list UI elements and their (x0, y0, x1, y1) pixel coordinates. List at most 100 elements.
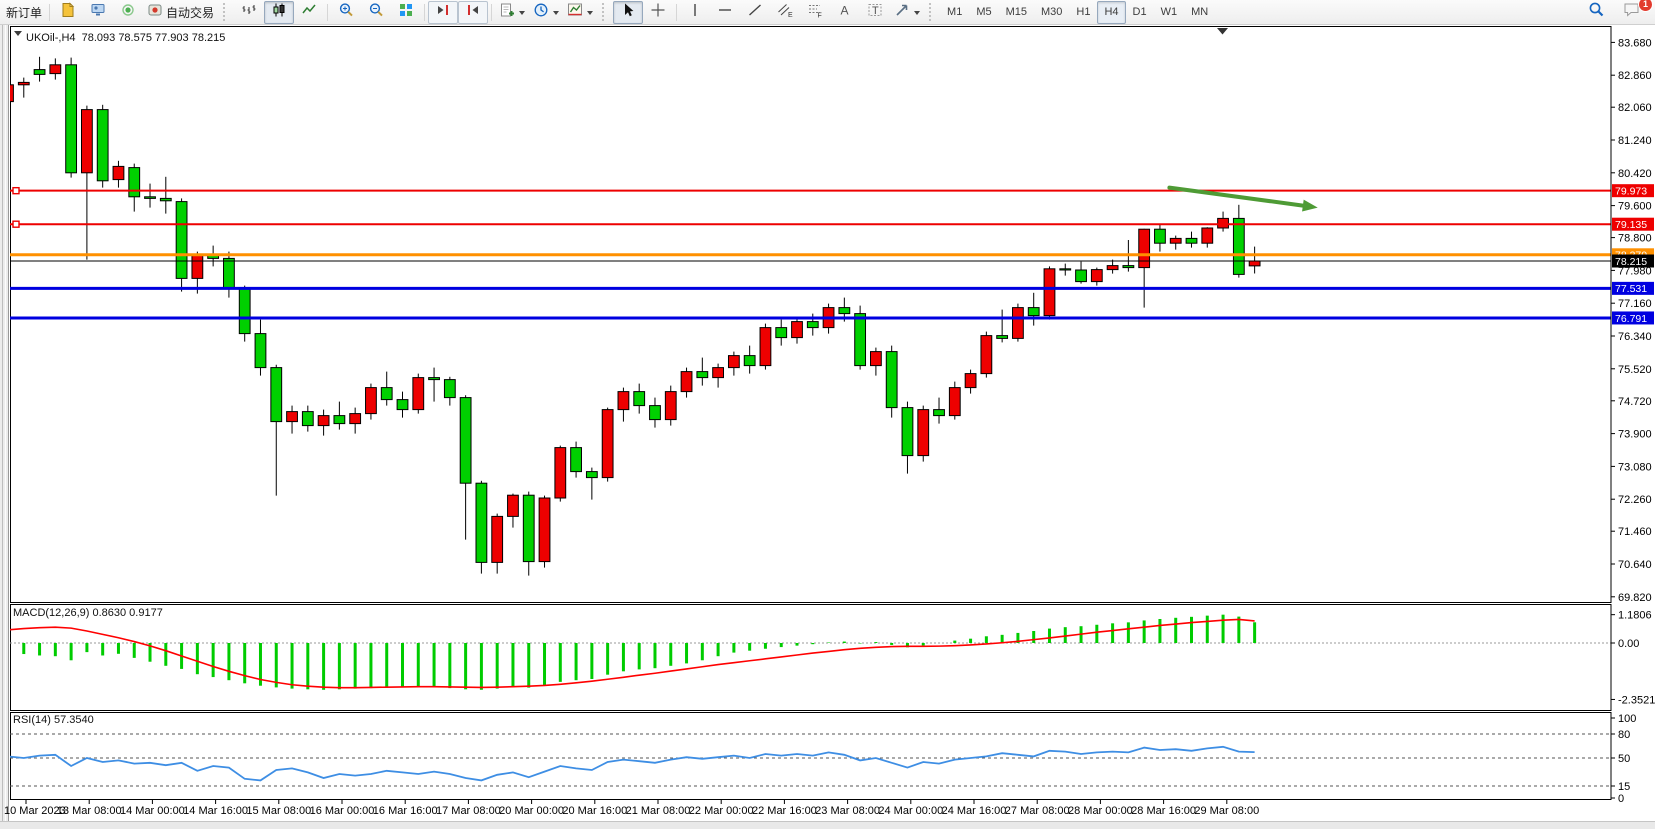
equidistant-channel-button[interactable]: E (770, 1, 800, 24)
svg-text:75.520: 75.520 (1618, 364, 1652, 376)
toolbar-separator (424, 3, 426, 21)
svg-text:79.600: 79.600 (1618, 201, 1652, 213)
svg-text:14 Mar 16:00: 14 Mar 16:00 (183, 805, 248, 817)
tile-windows-button[interactable] (391, 1, 421, 24)
text-label-button[interactable]: T (860, 1, 890, 24)
notification-badge: 1 (1639, 0, 1652, 11)
trendline-button[interactable] (740, 1, 770, 24)
collapse-arrow-icon[interactable] (14, 31, 22, 40)
svg-text:F: F (818, 12, 822, 18)
zoom-in-button[interactable] (331, 1, 361, 24)
svg-text:78.215: 78.215 (1615, 256, 1647, 268)
svg-text:29 Mar 08:00: 29 Mar 08:00 (1194, 805, 1259, 817)
new-chart-button[interactable] (495, 1, 529, 24)
svg-text:72.260: 72.260 (1618, 494, 1652, 506)
trendline-icon (747, 2, 763, 23)
timeframe-w1-button[interactable]: W1 (1160, 5, 1178, 18)
timeframe-h4-button[interactable]: H4 (1097, 0, 1126, 24)
line-chart-icon (301, 2, 317, 23)
bar-chart-icon (241, 2, 257, 23)
bottom-window-strip (0, 821, 1655, 829)
svg-text:79.135: 79.135 (1615, 219, 1647, 231)
svg-text:81.240: 81.240 (1618, 135, 1652, 147)
periods-clock-button[interactable] (529, 1, 563, 24)
fibonacci-button[interactable]: F (800, 1, 830, 24)
auto-trading-icon (147, 2, 163, 23)
indicators-icon (567, 2, 583, 23)
symbol-ohlc-text: UKOil-,H4 78.093 78.575 77.903 78.215 (26, 32, 226, 44)
search-button[interactable] (1581, 1, 1611, 24)
terminal-button[interactable] (83, 1, 113, 24)
timeframe-h1-button[interactable]: H1 (1076, 5, 1091, 18)
toolbar-separator (49, 3, 51, 21)
notifications-chat-button[interactable]: 1 (1617, 0, 1652, 24)
timeframe-mn-button[interactable]: MN (1191, 5, 1209, 18)
arrow-shape-icon (894, 2, 910, 23)
svg-text:83.680: 83.680 (1618, 37, 1652, 49)
svg-text:A: A (841, 3, 849, 17)
svg-text:69.820: 69.820 (1618, 592, 1652, 604)
svg-text:22 Mar 16:00: 22 Mar 16:00 (752, 805, 817, 817)
svg-text:73.080: 73.080 (1618, 461, 1652, 473)
svg-text:10 Mar 2023: 10 Mar 2023 (4, 805, 66, 817)
svg-text:50: 50 (1618, 753, 1630, 765)
indicators-button[interactable] (563, 1, 597, 24)
timeframe-m5-button[interactable]: M5 (976, 5, 992, 18)
chart-shift-button[interactable] (428, 0, 459, 24)
new-order-button[interactable]: 新订单 (2, 2, 46, 23)
cursor-icon (620, 2, 636, 23)
svg-text:23 Mar 08:00: 23 Mar 08:00 (815, 805, 880, 817)
horizontal-line-button[interactable] (710, 1, 740, 24)
text-a-icon: A (837, 2, 853, 23)
line-chart-button[interactable] (294, 1, 324, 24)
toolbar-drag-handle[interactable] (929, 3, 937, 21)
search-icon (1588, 1, 1605, 23)
timeframe-m30-button[interactable]: M30 (1041, 5, 1063, 18)
svg-text:E: E (788, 12, 793, 18)
auto-scroll-button[interactable] (458, 0, 489, 24)
svg-text:78.800: 78.800 (1618, 233, 1652, 245)
rsi-indicator-label: RSI(14) 57.3540 (13, 714, 94, 726)
new-order-label: 新订单 (6, 5, 43, 20)
svg-text:-2.3521: -2.3521 (1618, 694, 1655, 706)
terminal-icon (90, 2, 106, 23)
svg-text:79.973: 79.973 (1615, 185, 1647, 197)
vertical-line-button[interactable] (680, 1, 710, 24)
toolbar-drag-handle[interactable] (223, 3, 231, 21)
chat-bubble-icon (1623, 1, 1641, 23)
candlestick-chart-button[interactable] (264, 0, 295, 24)
timeframe-m15-button[interactable]: M15 (1005, 5, 1027, 18)
svg-text:24 Mar 16:00: 24 Mar 16:00 (942, 805, 1007, 817)
svg-text:80: 80 (1618, 729, 1630, 741)
svg-text:28 Mar 16:00: 28 Mar 16:00 (1131, 805, 1196, 817)
timeframe-d1-button[interactable]: D1 (1132, 5, 1147, 18)
svg-text:74.720: 74.720 (1618, 396, 1652, 408)
timeframe-m1-button[interactable]: M1 (947, 5, 963, 18)
dropdown-caret-icon (587, 10, 594, 18)
chart-symbol-title[interactable]: UKOil-,H4 78.093 78.575 77.903 78.215 (14, 31, 225, 44)
zoom-out-button[interactable] (361, 1, 391, 24)
svg-text:100: 100 (1618, 713, 1636, 725)
svg-text:15 Mar 08:00: 15 Mar 08:00 (246, 805, 311, 817)
macd-indicator-label: MACD(12,26,9) 0.8630 0.9177 (13, 607, 163, 619)
text-label-icon: T (867, 2, 883, 23)
cursor-button[interactable] (613, 0, 644, 24)
clock-icon (533, 2, 549, 23)
arrows-shapes-button[interactable] (890, 1, 924, 24)
vertical-line-icon (687, 2, 703, 23)
left-window-gutter (0, 25, 9, 829)
crosshair-button[interactable] (643, 1, 673, 24)
news-sonar-button[interactable] (113, 1, 143, 24)
dropdown-caret-icon (914, 10, 921, 18)
svg-text:22 Mar 00:00: 22 Mar 00:00 (689, 805, 754, 817)
svg-text:20 Mar 16:00: 20 Mar 16:00 (562, 805, 627, 817)
auto-trading-button[interactable]: 自动交易 (143, 1, 218, 24)
data-window-button[interactable] (53, 1, 83, 24)
bar-chart-button[interactable] (234, 1, 264, 24)
toolbar-drag-handle[interactable] (602, 3, 610, 21)
svg-text:0: 0 (1618, 793, 1624, 805)
text-button[interactable]: A (830, 1, 860, 24)
gutter-groove (2, 25, 6, 829)
